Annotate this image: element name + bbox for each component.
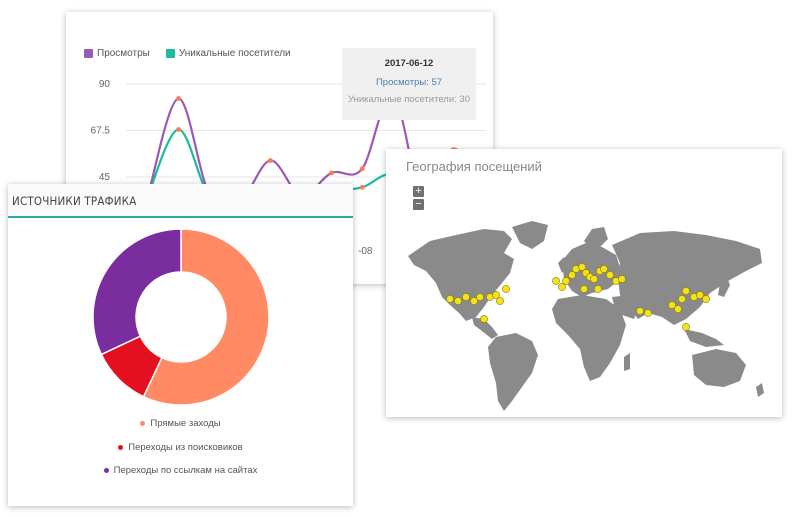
donut-legend-search[interactable]: Переходы из поисковиков <box>8 442 353 453</box>
x-tick-label: -08 <box>358 246 373 257</box>
world-map[interactable] <box>386 149 782 417</box>
north-america[interactable] <box>408 229 514 321</box>
donut-slice-direct[interactable] <box>142 228 270 406</box>
visitor-marker <box>470 297 478 305</box>
zoom-in-button[interactable]: + <box>413 186 424 197</box>
data-point <box>329 170 334 176</box>
donut-legend-referral[interactable]: Переходы по ссылкам на сайтах <box>8 465 353 476</box>
legend-item-views[interactable]: Просмотры <box>84 48 150 59</box>
visitor-marker <box>562 277 570 285</box>
visitor-marker <box>682 287 690 295</box>
zoom-out-button[interactable]: − <box>413 199 424 210</box>
traffic-sources-donut <box>92 228 270 406</box>
japan[interactable] <box>718 275 730 297</box>
australia[interactable] <box>692 349 746 387</box>
map-title: География посещений <box>406 159 542 174</box>
legend-label-direct: Прямые заходы <box>150 418 221 429</box>
data-point <box>359 184 365 190</box>
data-point <box>268 158 273 163</box>
visitor-marker <box>580 285 588 293</box>
legend-item-unique[interactable]: Уникальные посетители <box>165 48 291 59</box>
data-point <box>176 127 181 132</box>
y-tick-label: 67.5 <box>91 126 111 137</box>
tooltip-date: 2017-06-12 <box>384 58 434 69</box>
chart-legend: Просмотры Уникальные посетители <box>84 48 291 59</box>
visitor-marker <box>568 271 576 279</box>
visitor-marker <box>674 305 682 313</box>
map-land <box>408 221 764 411</box>
visitor-marker <box>502 285 510 293</box>
legend-dot-direct <box>140 420 146 426</box>
visitor-marker <box>476 293 484 301</box>
tooltip-views: Просмотры: 57 <box>375 77 443 88</box>
visitor-marker <box>682 323 690 331</box>
legend-dot-referral <box>103 467 109 473</box>
legend-label-search: Переходы из поисковиков <box>128 442 243 453</box>
legend-swatch-unique <box>165 49 175 58</box>
visitor-marker <box>594 285 602 293</box>
y-tick-label: 90 <box>99 79 111 90</box>
visitor-marker <box>454 297 462 305</box>
legend-dot-search <box>118 444 124 450</box>
donut-slice-referral[interactable] <box>92 228 182 356</box>
visitor-marker <box>496 297 504 305</box>
visitor-marker <box>552 277 560 285</box>
visitor-marker <box>702 295 710 303</box>
legend-label-views: Просмотры <box>97 48 150 59</box>
legend-swatch-views <box>84 49 93 58</box>
south-america[interactable] <box>488 333 538 411</box>
visitor-marker <box>578 263 586 271</box>
data-point <box>359 166 365 172</box>
scandinavia[interactable] <box>584 227 608 247</box>
geo-map-card: География посещений + − <box>386 149 782 417</box>
data-point <box>176 96 181 101</box>
chart-tooltip: 2017-06-12 Просмотры: 57 Уникальные посе… <box>342 48 476 120</box>
legend-label-unique: Уникальные посетители <box>178 48 291 59</box>
visitor-marker <box>644 309 652 317</box>
europe[interactable] <box>562 243 620 297</box>
visitor-marker <box>492 291 500 299</box>
traffic-sources-header: ИСТОЧНИКИ ТРАФИКА <box>8 184 353 218</box>
uk[interactable] <box>558 257 568 273</box>
asia[interactable] <box>612 231 762 325</box>
visitor-marker <box>678 295 686 303</box>
middle-east[interactable] <box>612 295 638 319</box>
africa[interactable] <box>552 295 626 381</box>
visitor-markers <box>446 263 710 331</box>
legend-label-referral: Переходы по ссылкам на сайтах <box>113 465 258 476</box>
visitor-marker <box>462 293 470 301</box>
tooltip-unique: Уникальные посетители: 30 <box>347 94 470 105</box>
visitor-marker <box>696 291 704 299</box>
visitor-marker <box>446 295 454 303</box>
visitor-marker <box>618 275 626 283</box>
visitor-marker <box>590 275 598 283</box>
madagascar[interactable] <box>624 353 630 371</box>
new-zealand[interactable] <box>756 383 764 397</box>
visitor-marker <box>558 283 566 291</box>
visitor-marker <box>606 271 614 279</box>
visitor-marker <box>668 301 676 309</box>
central-america[interactable] <box>472 317 498 339</box>
southeast-asia-islands[interactable] <box>684 329 724 347</box>
y-tick-label: 45 <box>99 172 111 183</box>
traffic-sources-card: ИСТОЧНИКИ ТРАФИКА Прямые заходы Переходы… <box>8 184 353 506</box>
donut-legend-direct[interactable]: Прямые заходы <box>8 418 353 429</box>
traffic-sources-title: ИСТОЧНИКИ ТРАФИКА <box>12 194 137 208</box>
greenland[interactable] <box>512 221 548 249</box>
visitor-marker <box>600 265 608 273</box>
visitor-marker <box>480 315 488 323</box>
visitor-marker <box>636 307 644 315</box>
